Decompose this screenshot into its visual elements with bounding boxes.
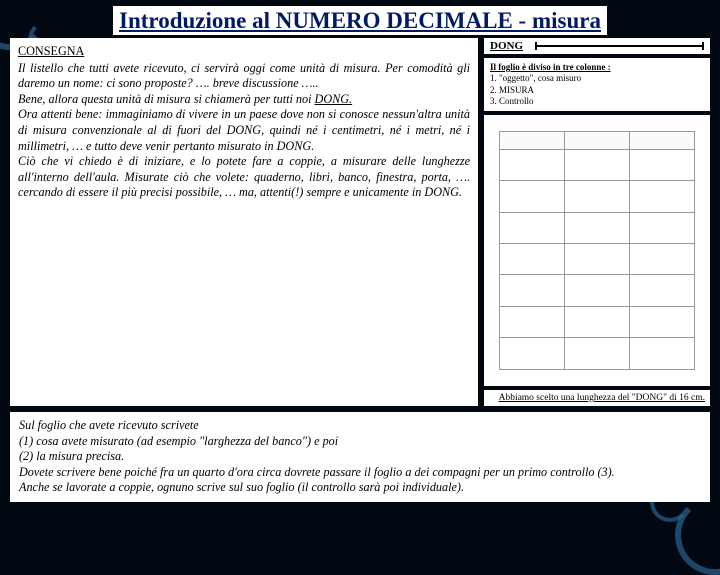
notes-panel: Il foglio è diviso in tre colonne : 1. "… <box>484 58 710 111</box>
right-column: DONG Il foglio è diviso in tre colonne :… <box>484 38 710 406</box>
consegna-dong: DONG. <box>315 92 353 106</box>
worksheet-table <box>499 131 696 369</box>
notes-item-1: 1. "oggetto", cosa misuro <box>490 73 581 83</box>
worksheet-preview <box>484 115 710 386</box>
consegna-p2a: Bene, allora questa unità di misura si c… <box>18 92 315 106</box>
bottom-l3: (2) la misura precisa. <box>19 449 124 463</box>
slide: Introduzione al NUMERO DECIMALE - misura… <box>0 0 720 540</box>
consegna-p3: Ora attenti bene: immaginiamo di vivere … <box>18 107 470 152</box>
dong-stick-icon <box>535 45 704 47</box>
bottom-l1: Sul foglio che avete ricevuto scrivete <box>19 418 199 432</box>
bottom-l5: Anche se lavorate a coppie, ognuno scriv… <box>19 480 464 494</box>
consegna-p1: Il listello che tutti avete ricevuto, ci… <box>18 61 470 91</box>
bottom-l4: Dovete scrivere bene poiché fra un quart… <box>19 465 615 479</box>
content-row: CONSEGNA Il listello che tutti avete ric… <box>10 38 710 406</box>
consegna-panel: CONSEGNA Il listello che tutti avete ric… <box>10 38 478 406</box>
chosen-length: Abbiamo scelto una lunghezza del "DONG" … <box>484 390 710 406</box>
bottom-panel: Sul foglio che avete ricevuto scrivete (… <box>10 412 710 502</box>
notes-title: Il foglio è diviso in tre colonne : <box>490 62 611 72</box>
consegna-heading: CONSEGNA <box>18 44 470 60</box>
dong-label: DONG <box>490 40 523 52</box>
notes-item-3: 3. Controllo <box>490 96 534 106</box>
dong-box: DONG <box>484 38 710 54</box>
title-wrap: Introduzione al NUMERO DECIMALE - misura <box>10 8 710 34</box>
page-title: Introduzione al NUMERO DECIMALE - misura <box>113 6 607 35</box>
bottom-l2: (1) cosa avete misurato (ad esempio "lar… <box>19 434 338 448</box>
notes-item-2: 2. MISURA <box>490 85 534 95</box>
consegna-p4: Ciò che vi chiedo è di iniziare, e lo po… <box>18 154 470 199</box>
